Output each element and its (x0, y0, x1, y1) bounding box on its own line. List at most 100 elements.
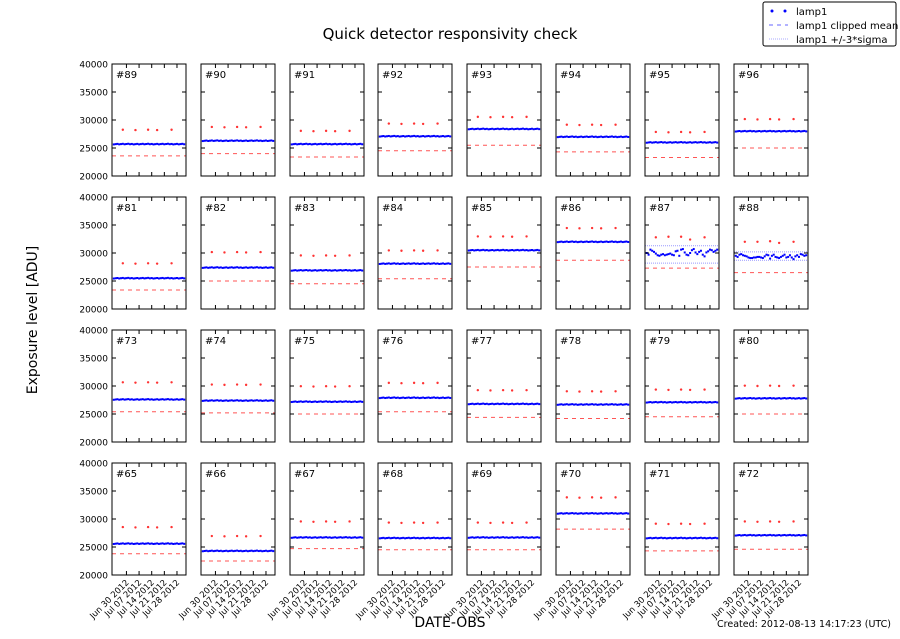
lamp1-point (232, 550, 235, 553)
lamp1-point (562, 136, 565, 139)
y-tick-label: 25000 (79, 278, 108, 288)
lamp1-point (656, 537, 659, 540)
lamp1-point (389, 396, 392, 399)
lamp1-point (216, 139, 219, 142)
lamp1-point (525, 127, 528, 130)
lamp1-point (473, 536, 476, 539)
upper-point (777, 520, 781, 523)
lamp1-point (779, 534, 782, 537)
lamp1-point (252, 399, 255, 402)
lamp1-point (305, 142, 308, 145)
lamp1-point (681, 248, 684, 251)
lamp1-point (250, 399, 253, 402)
lamp1-point (781, 130, 784, 133)
lamp1-point (534, 536, 537, 539)
lamp1-point (669, 141, 672, 144)
lamp1-point (116, 542, 119, 545)
lamp1-point (268, 399, 271, 402)
lamp1-point (330, 143, 333, 146)
upper-point (436, 521, 439, 524)
lamp1-point (400, 262, 403, 265)
upper-point (679, 235, 683, 238)
lamp1-point (387, 262, 390, 265)
lamp1-point (328, 269, 331, 272)
lamp1-point (436, 536, 439, 539)
lamp1-point (591, 135, 594, 138)
panel-label: #69 (471, 469, 492, 480)
upper-point (756, 384, 759, 388)
lamp1-point (656, 141, 659, 144)
lamp1-point (585, 135, 588, 138)
lamp1-point (487, 249, 490, 252)
lamp1-point (294, 536, 297, 539)
lamp1-point (556, 241, 559, 244)
lamp1-point (427, 262, 430, 265)
legend: lamp1 lamp1 clipped mean lamp1 +/-3*sigm… (762, 1, 898, 47)
plot-area (378, 64, 452, 176)
lamp1-point (270, 139, 273, 142)
lamp1-point (763, 533, 766, 536)
lamp1-point (772, 130, 775, 133)
lamp1-point (625, 403, 628, 406)
lamp1-point (314, 400, 317, 403)
lamp1-point (431, 135, 434, 138)
lamp1-point (696, 537, 699, 540)
lamp1-point (250, 139, 253, 142)
lamp1-point (263, 549, 266, 552)
lamp1-point (498, 128, 501, 131)
lamp1-point (716, 248, 719, 251)
upper-point (134, 526, 137, 529)
lamp1-point (580, 403, 583, 406)
lamp1-point (264, 399, 267, 402)
lamp1-point (221, 140, 224, 143)
lamp1-point (212, 550, 215, 553)
lamp1-point (663, 254, 666, 257)
upper-point (146, 262, 150, 265)
lamp1-point (738, 397, 741, 400)
lamp1-point (778, 534, 781, 537)
lamp1-point (567, 136, 570, 139)
lamp1-point (352, 143, 355, 146)
lamp1-point (177, 398, 180, 401)
lamp1-point (150, 398, 153, 401)
lamp1-point (530, 127, 533, 130)
lamp1-point (469, 536, 472, 539)
lamp1-point (558, 135, 561, 138)
lamp1-point (660, 400, 663, 403)
upper-point (121, 262, 125, 265)
panel-label: #94 (560, 70, 581, 81)
lamp1-point (357, 400, 360, 403)
lamp1-point (348, 536, 351, 539)
lamp1-point (263, 139, 266, 142)
lamp1-point (163, 277, 166, 280)
lamp1-point (778, 257, 781, 260)
lamp1-point (610, 403, 613, 406)
lamp1-point (219, 139, 222, 142)
lamp1-point (598, 240, 601, 243)
lamp1-point (384, 262, 387, 265)
lamp1-point (623, 403, 626, 406)
lamp1-point (690, 401, 693, 404)
lamp1-point (343, 400, 346, 403)
lamp1-point (165, 277, 168, 280)
lamp1-point (132, 398, 135, 401)
lamp1-point (152, 143, 155, 146)
lamp1-point (475, 249, 478, 252)
plot-area (378, 197, 452, 309)
lamp1-point (565, 135, 568, 138)
lamp1-point (699, 249, 702, 252)
lamp1-point (689, 252, 692, 254)
y-tick-label: 30000 (79, 383, 108, 393)
lamp1-point (292, 143, 295, 146)
lamp1-point (272, 266, 275, 269)
lamp1-point (583, 240, 586, 243)
lamp1-point (698, 250, 701, 253)
lamp1-point (207, 399, 210, 402)
lamp1-point (696, 253, 699, 256)
lamp1-point (418, 135, 421, 138)
lamp1-point (170, 542, 173, 545)
lamp1-point (266, 399, 269, 402)
lamp1-point (378, 262, 381, 265)
upper-point (170, 525, 173, 529)
